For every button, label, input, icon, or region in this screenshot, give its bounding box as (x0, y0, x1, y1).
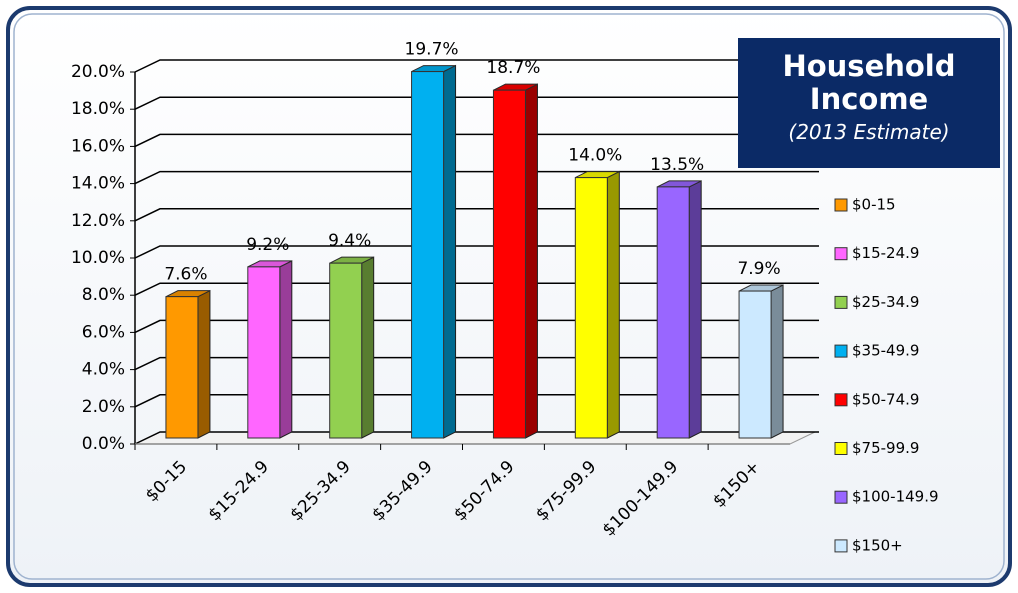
y-tick-label: 0.0% (82, 434, 125, 454)
bar-side (361, 256, 375, 439)
legend-label: $75-99.9 (852, 439, 919, 457)
bar-side (197, 289, 211, 439)
bar (247, 266, 281, 439)
y-tick-label: 6.0% (82, 322, 125, 342)
grid-line (134, 96, 819, 110)
bar-side (688, 180, 702, 439)
legend-swatch (834, 442, 848, 455)
y-tick-label: 4.0% (82, 360, 125, 380)
bar (574, 177, 608, 439)
legend-label: $50-74.9 (852, 390, 919, 408)
legend-swatch (834, 295, 848, 309)
legend-swatch (834, 198, 848, 212)
bar (656, 186, 690, 439)
frame-inner (13, 13, 1005, 580)
bar-side (524, 83, 538, 439)
value-label: 9.4% (328, 231, 371, 251)
y-tick-label: 18.0% (71, 99, 125, 119)
legend-swatch (834, 247, 848, 261)
legend-label: $25-34.9 (852, 293, 919, 311)
legend-swatch (834, 344, 848, 358)
bar (738, 290, 772, 439)
chart-title: Household Income (782, 49, 956, 116)
bar (329, 262, 363, 439)
value-label: 13.5% (650, 155, 704, 175)
legend-swatch (834, 539, 848, 553)
value-label: 9.2% (246, 235, 289, 255)
y-tick-label: 14.0% (71, 174, 125, 194)
legend-label: $150+ (852, 536, 903, 554)
y-tick-label: 2.0% (82, 397, 125, 417)
y-tick-label: 16.0% (71, 136, 125, 156)
legend-label: $0-15 (852, 196, 896, 214)
y-tick-label: 10.0% (71, 248, 125, 268)
grid-line (134, 133, 819, 148)
bar-side (279, 260, 293, 439)
value-label: 7.6% (164, 265, 207, 285)
bar (165, 296, 199, 439)
bar-side (606, 170, 620, 439)
legend-label: $15-24.9 (852, 244, 919, 262)
value-label: 14.0% (568, 146, 622, 166)
legend-label: $100-149.9 (852, 488, 939, 506)
legend-swatch (834, 490, 848, 504)
y-tick-label: 8.0% (82, 285, 125, 305)
bar-side (443, 64, 457, 439)
value-label: 7.9% (737, 259, 780, 279)
legend-swatch (834, 393, 848, 407)
bar (492, 89, 526, 439)
y-tick-label: 12.0% (71, 211, 125, 231)
floor (134, 431, 816, 445)
title-box: Household Income (2013 Estimate) (738, 38, 1000, 168)
legend-label: $35-49.9 (852, 342, 919, 360)
value-label: 19.7% (405, 40, 459, 60)
bar-side (770, 284, 784, 439)
grid-line (134, 59, 819, 73)
bar (411, 71, 445, 439)
chart-subtitle: (2013 Estimate) (788, 120, 950, 144)
y-tick-label: 20.0% (71, 62, 125, 82)
value-label: 18.7% (486, 58, 540, 78)
